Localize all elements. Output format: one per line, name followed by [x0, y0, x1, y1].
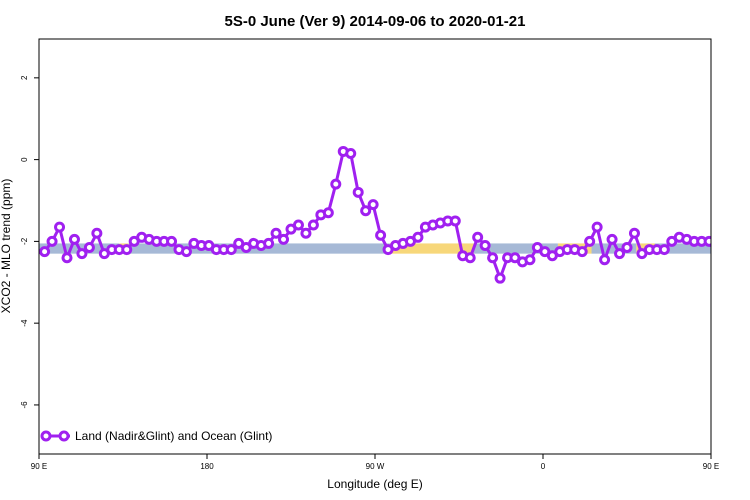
data-point [621, 242, 633, 254]
legend: Land (Nadir&Glint) and Ocean (Glint) [40, 429, 272, 443]
data-point [591, 221, 603, 233]
y-tick-label: 0 [20, 157, 29, 162]
data-point [658, 244, 670, 256]
data-point [91, 227, 103, 239]
data-point [628, 227, 640, 239]
plot-area [39, 145, 711, 284]
data-point [614, 248, 626, 260]
data-point [599, 254, 611, 266]
data-point [479, 239, 491, 251]
x-tick-label: 90 E [703, 462, 719, 471]
data-point [360, 205, 372, 217]
data-point [345, 147, 357, 159]
data-point [54, 221, 66, 233]
data-point [121, 244, 133, 256]
data-point [352, 186, 364, 198]
data-point [46, 235, 58, 247]
surface-band-ocean [473, 243, 558, 254]
y-tick-label: -6 [20, 401, 29, 409]
data-point [263, 237, 275, 249]
legend-marker [58, 430, 70, 442]
surface-band-land [389, 243, 474, 254]
x-axis: 90 E 180 90 W 0 90 E [31, 454, 719, 471]
data-point [367, 199, 379, 211]
data-point [487, 252, 499, 264]
data-point [307, 219, 319, 231]
data-point [584, 235, 596, 247]
data-point [68, 233, 80, 245]
data-point [375, 229, 387, 241]
data-point [524, 254, 536, 266]
x-tick-label: 90 E [31, 462, 47, 471]
data-point [39, 246, 51, 258]
data-point [61, 252, 73, 264]
x-axis-title: Longitude (deg E) [327, 477, 422, 491]
y-tick-label: 2 [20, 75, 29, 80]
data-point [576, 246, 588, 258]
data-point [464, 252, 476, 264]
data-point [412, 231, 424, 243]
data-point [703, 235, 711, 247]
legend-marker [40, 430, 52, 442]
y-axis-title: XCO2 - MLO trend (ppm) [0, 179, 13, 314]
data-point [225, 244, 237, 256]
x-tick-label: 180 [200, 462, 214, 471]
data-point [449, 215, 461, 227]
data-point [270, 227, 282, 239]
data-point [472, 231, 484, 243]
x-tick-label: 0 [541, 462, 546, 471]
data-point [83, 242, 95, 254]
y-tick-label: -2 [20, 237, 29, 245]
chart-title: 5S-0 June (Ver 9) 2014-09-06 to 2020-01-… [224, 13, 525, 30]
data-point [166, 235, 178, 247]
legend-label: Land (Nadir&Glint) and Ocean (Glint) [75, 429, 272, 443]
data-point [180, 246, 192, 258]
data-point [300, 227, 312, 239]
data-point [322, 207, 334, 219]
x-tick-label: 90 W [366, 462, 385, 471]
data-point [606, 233, 618, 245]
data-point [76, 248, 88, 260]
data-point [494, 272, 506, 284]
data-point [278, 233, 290, 245]
data-point [292, 219, 304, 231]
surface-band-ocean [655, 243, 711, 254]
surface-band-ocean [591, 243, 637, 254]
y-axis: 2 0 -2 -4 -6 [20, 75, 39, 408]
y-tick-label: -4 [20, 319, 29, 327]
data-point [330, 178, 342, 190]
